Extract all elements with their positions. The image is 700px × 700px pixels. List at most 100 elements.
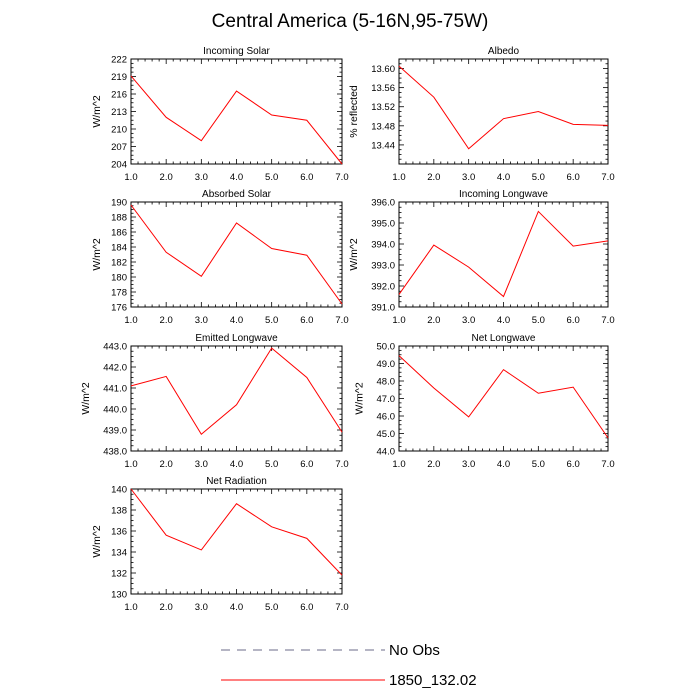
panel-emitted-longwave-xtick-label: 5.0: [265, 459, 278, 470]
panel-albedo: Albedo 1.0 2.0 3.0 4.0 5.0 6.0 7.0 13.44 13.48 13.…: [348, 46, 615, 183]
panel-incoming-solar-series-line: [130, 75, 343, 165]
panel-emitted-longwave-ylabel: W/m^2: [80, 382, 92, 415]
panel-net-longwave-ytick-label: 49.0: [377, 359, 396, 370]
panel-net-radiation-ytick-label: 136: [111, 527, 127, 538]
panel-incoming-longwave-xtick-label: 2.0: [427, 315, 440, 326]
legend-item-1850-132-02: 1850_132.02: [221, 672, 477, 689]
panel-incoming-longwave-xtick-label: 7.0: [601, 315, 614, 326]
panel-net-longwave-xtick-label: 2.0: [427, 459, 440, 470]
panel-incoming-solar-ytick-label: 216: [111, 90, 127, 101]
panel-incoming-solar-xtick-label: 2.0: [160, 172, 173, 183]
panel-net-radiation-ytick-label: 134: [111, 548, 127, 559]
panel-incoming-longwave-ytick-label: 394.0: [371, 240, 395, 251]
panel-net-radiation-xtick-label: 2.0: [160, 602, 173, 613]
panel-absorbed-solar-ytick-label: 178: [111, 288, 127, 299]
panel-emitted-longwave-xtick-label: 3.0: [195, 459, 208, 470]
panel-net-longwave-xtick-label: 5.0: [532, 459, 545, 470]
panel-net-radiation: Net Radiation 1.0 2.0 3.0 4.0 5.0 6.0 7.0 130 132…: [91, 476, 348, 613]
panel-emitted-longwave-ytick-label: 439.0: [103, 426, 127, 437]
panel-net-longwave-series-line: [398, 355, 609, 439]
panel-absorbed-solar-ytick-label: 176: [111, 303, 127, 314]
panel-albedo-xtick-label: 6.0: [567, 172, 580, 183]
legend-item-no-obs-label: No Obs: [389, 642, 440, 659]
legend-item-no-obs: No Obs: [221, 642, 440, 659]
panel-absorbed-solar-ytick-label: 188: [111, 213, 127, 224]
panel-net-longwave-frame: [398, 345, 609, 452]
panel-net-radiation-ylabel: W/m^2: [91, 525, 103, 558]
panel-incoming-solar-xtick-label: 5.0: [265, 172, 278, 183]
panel-albedo-xtick-label: 4.0: [497, 172, 510, 183]
panel-incoming-longwave-ytick-label: 392.0: [371, 282, 395, 293]
panel-net-longwave-ytick-label: 44.0: [377, 447, 396, 458]
panel-absorbed-solar-ytick-label: 180: [111, 273, 127, 284]
panel-absorbed-solar-frame: [130, 201, 343, 308]
panel-albedo-xtick-label: 5.0: [532, 172, 545, 183]
panel-absorbed-solar-ytick-label: 186: [111, 228, 127, 239]
panel-emitted-longwave-xtick-label: 1.0: [124, 459, 137, 470]
panel-net-longwave-ylabel: W/m^2: [354, 382, 366, 415]
panel-incoming-solar-xtick-label: 1.0: [124, 172, 137, 183]
panel-absorbed-solar-ytick-label: 182: [111, 258, 127, 269]
panel-incoming-longwave-xtick-label: 6.0: [567, 315, 580, 326]
panel-incoming-solar-xtick-label: 3.0: [195, 172, 208, 183]
panel-albedo-xtick-label: 1.0: [392, 172, 405, 183]
panel-incoming-solar-ytick-label: 210: [111, 125, 127, 136]
panel-net-radiation-ytick-label: 140: [111, 485, 127, 496]
panel-absorbed-solar-ylabel: W/m^2: [91, 238, 103, 271]
panel-incoming-longwave: Incoming Longwave 1.0 2.0 3.0 4.0 5.0 6.0 7.0 39…: [348, 189, 615, 326]
legend-item-1850-132-02-label: 1850_132.02: [389, 672, 477, 689]
panel-incoming-solar-xtick-label: 4.0: [230, 172, 243, 183]
panel-net-radiation-xtick-label: 1.0: [124, 602, 137, 613]
panel-incoming-longwave-ytick-label: 395.0: [371, 219, 395, 230]
panel-albedo-xtick-label: 2.0: [427, 172, 440, 183]
panel-emitted-longwave-ytick-label: 441.0: [103, 384, 127, 395]
panel-net-radiation-ytick-label: 132: [111, 569, 127, 580]
panel-net-radiation-series-line: [130, 488, 343, 576]
panel-incoming-solar-ytick-label: 204: [111, 160, 127, 171]
panel-absorbed-solar-series-line: [130, 204, 343, 305]
panel-incoming-longwave-title: Incoming Longwave: [459, 189, 548, 200]
panel-incoming-solar-ytick-label: 213: [111, 107, 127, 118]
panel-incoming-solar-ytick-label: 222: [111, 55, 127, 66]
figure-title: Central America (5-16N,95-75W): [212, 11, 489, 32]
panel-incoming-solar-xtick-label: 7.0: [335, 172, 348, 183]
panel-net-longwave-xtick-label: 7.0: [601, 459, 614, 470]
panel-incoming-solar-ytick-label: 219: [111, 72, 127, 83]
panel-net-radiation-xtick-label: 4.0: [230, 602, 243, 613]
panel-absorbed-solar-xtick-label: 5.0: [265, 315, 278, 326]
panel-absorbed-solar-xtick-label: 4.0: [230, 315, 243, 326]
panel-albedo-xtick-label: 7.0: [601, 172, 614, 183]
panel-incoming-longwave-series-line: [398, 210, 609, 298]
panel-incoming-longwave-frame: [398, 201, 609, 308]
panel-absorbed-solar-xtick-label: 1.0: [124, 315, 137, 326]
panel-emitted-longwave-ytick-label: 438.0: [103, 447, 127, 458]
panel-incoming-longwave-ytick-label: 396.0: [371, 198, 395, 209]
panel-incoming-longwave-ytick-label: 393.0: [371, 261, 395, 272]
panel-incoming-solar: Incoming Solar 1.0 2.0 3.0 4.0 5.0 6.0 7.0 204 20…: [91, 46, 348, 183]
panel-incoming-longwave-xtick-label: 3.0: [462, 315, 475, 326]
panel-incoming-longwave-xtick-label: 1.0: [392, 315, 405, 326]
panel-net-longwave-ytick-label: 50.0: [377, 342, 396, 353]
panel-absorbed-solar-xtick-label: 2.0: [160, 315, 173, 326]
panel-incoming-solar-frame: [130, 58, 343, 165]
panel-net-longwave-ytick-label: 46.0: [377, 412, 396, 423]
panel-net-longwave-xtick-label: 3.0: [462, 459, 475, 470]
panel-net-longwave-xtick-label: 1.0: [392, 459, 405, 470]
panel-emitted-longwave-ytick-label: 443.0: [103, 342, 127, 353]
panel-emitted-longwave-ytick-label: 440.0: [103, 405, 127, 416]
panel-net-longwave-xtick-label: 6.0: [567, 459, 580, 470]
panel-emitted-longwave-xtick-label: 7.0: [335, 459, 348, 470]
panel-incoming-longwave-xtick-label: 5.0: [532, 315, 545, 326]
panel-net-radiation-xtick-label: 7.0: [335, 602, 348, 613]
panel-albedo-frame: [398, 58, 609, 165]
panel-absorbed-solar: Absorbed Solar 1.0 2.0 3.0 4.0 5.0 6.0 7.0 176 17…: [91, 189, 348, 326]
panel-emitted-longwave-xtick-label: 2.0: [160, 459, 173, 470]
panel-emitted-longwave-title: Emitted Longwave: [195, 333, 278, 344]
panel-net-radiation-xtick-label: 6.0: [300, 602, 313, 613]
legend: No Obs 1850_132.02: [221, 642, 477, 689]
panel-emitted-longwave-xtick-label: 6.0: [300, 459, 313, 470]
panel-albedo-ylabel: % reflected: [348, 85, 360, 138]
panel-net-longwave-ytick-label: 48.0: [377, 377, 396, 388]
panel-emitted-longwave-ytick-label: 442.0: [103, 363, 127, 374]
